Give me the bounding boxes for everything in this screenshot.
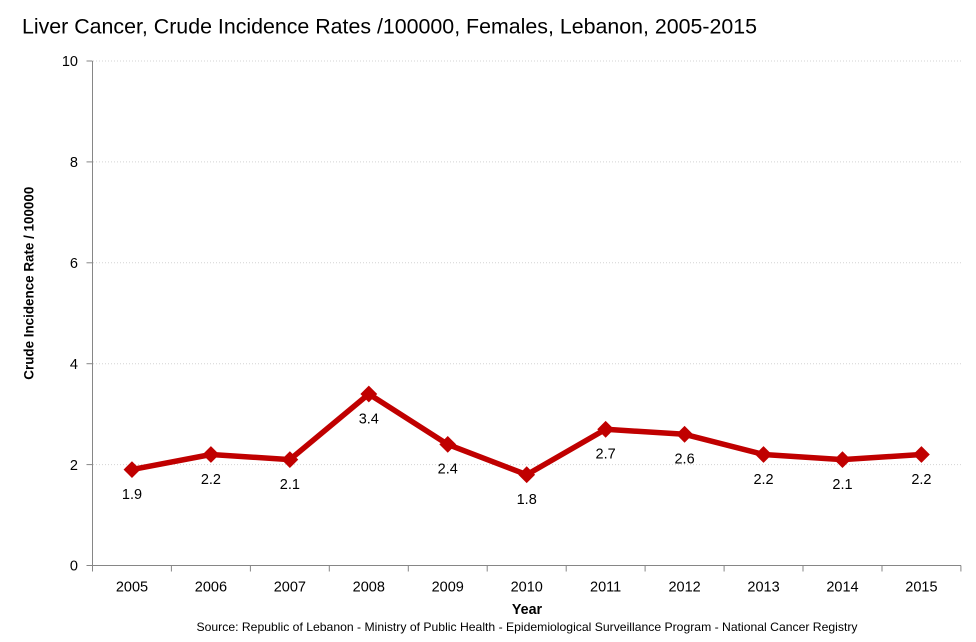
svg-text:2.7: 2.7 (596, 447, 616, 463)
svg-text:2012: 2012 (668, 580, 700, 596)
svg-text:2006: 2006 (195, 580, 227, 596)
svg-text:2005: 2005 (116, 580, 148, 596)
svg-text:2.4: 2.4 (438, 462, 458, 478)
svg-text:Crude Incidence Rate / 100000: Crude Incidence Rate / 100000 (22, 187, 37, 380)
svg-text:2011: 2011 (590, 580, 621, 596)
svg-text:2.1: 2.1 (280, 477, 300, 493)
svg-text:2.2: 2.2 (201, 472, 221, 488)
svg-text:Year: Year (512, 602, 543, 618)
svg-text:2.2: 2.2 (753, 472, 773, 488)
svg-text:2010: 2010 (511, 580, 543, 596)
svg-text:2009: 2009 (432, 580, 464, 596)
svg-text:2013: 2013 (747, 580, 779, 596)
svg-text:2007: 2007 (274, 580, 306, 596)
svg-text:2008: 2008 (353, 580, 385, 596)
svg-text:Liver Cancer, Crude Incidence: Liver Cancer, Crude Incidence Rates /100… (22, 15, 757, 38)
svg-text:2: 2 (70, 458, 78, 474)
svg-text:0: 0 (70, 559, 78, 575)
svg-text:Source: Republic of Lebanon -: Source: Republic of Lebanon - Ministry o… (197, 620, 858, 634)
svg-text:2.1: 2.1 (832, 477, 852, 493)
svg-text:6: 6 (70, 256, 78, 272)
svg-text:4: 4 (70, 357, 78, 373)
svg-text:2.6: 2.6 (674, 452, 694, 468)
svg-text:1.8: 1.8 (517, 492, 537, 508)
svg-text:8: 8 (70, 155, 78, 171)
svg-text:1.9: 1.9 (122, 487, 142, 503)
svg-text:2014: 2014 (826, 580, 858, 596)
svg-text:10: 10 (62, 54, 78, 70)
svg-text:2015: 2015 (905, 580, 937, 596)
svg-text:2.2: 2.2 (911, 472, 931, 488)
svg-text:3.4: 3.4 (359, 411, 379, 427)
